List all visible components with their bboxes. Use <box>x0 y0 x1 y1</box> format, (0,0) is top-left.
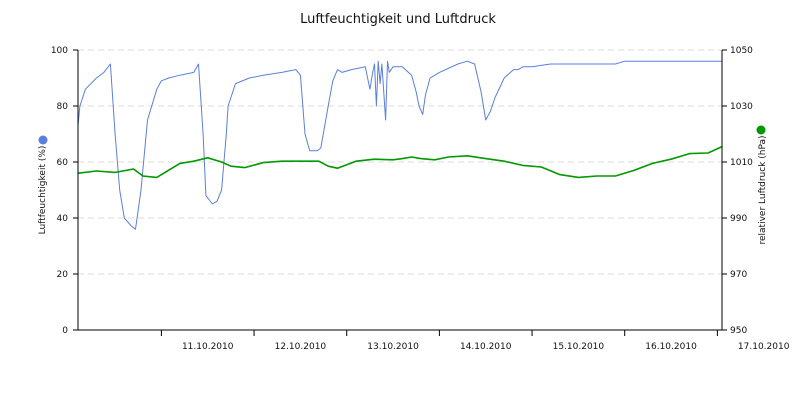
axes-layer <box>73 49 727 336</box>
y-right-tick-label: 1010 <box>730 158 753 168</box>
chart-title: Luftfeuchtigkeit und Luftdruck <box>300 12 496 27</box>
left-axis-label: Luftfeuchtigkeit (%) <box>38 146 48 235</box>
pressure-line <box>77 145 723 179</box>
x-tick-label: 12.10.2010 <box>275 342 327 352</box>
left-series-marker <box>38 135 48 145</box>
y-left-tick-label: 100 <box>51 46 68 56</box>
series-layer <box>77 60 723 230</box>
x-tick-label: 11.10.2010 <box>182 342 234 352</box>
y-left-tick-label: 80 <box>57 102 69 112</box>
grid-layer <box>78 49 722 275</box>
x-tick-label: 15.10.2010 <box>553 342 605 352</box>
y-right-tick-label: 970 <box>730 270 747 280</box>
y-right-tick-label: 950 <box>730 326 747 336</box>
x-tick-label: 14.10.2010 <box>460 342 512 352</box>
humidity-line <box>77 60 722 230</box>
ticks-layer: 0 950 20 970 40 990 60 1010 80 1030 100 1050 11.10.2… <box>51 46 790 352</box>
x-tick-label: 13.10.2010 <box>367 342 419 352</box>
y-left-tick-label: 0 <box>62 326 68 336</box>
y-left-tick-label: 40 <box>57 214 69 224</box>
right-series-marker <box>756 125 766 135</box>
y-left-tick-label: 60 <box>57 158 69 168</box>
x-tick-label: 17.10.2010 <box>738 342 790 352</box>
x-tick-label: 16.10.2010 <box>645 342 697 352</box>
y-right-tick-label: 1050 <box>730 46 753 56</box>
y-left-tick-label: 20 <box>57 270 69 280</box>
y-right-tick-label: 990 <box>730 214 747 224</box>
y-right-tick-label: 1030 <box>730 102 753 112</box>
right-axis-label: relativer Luftdruck (hPa) <box>758 135 768 244</box>
